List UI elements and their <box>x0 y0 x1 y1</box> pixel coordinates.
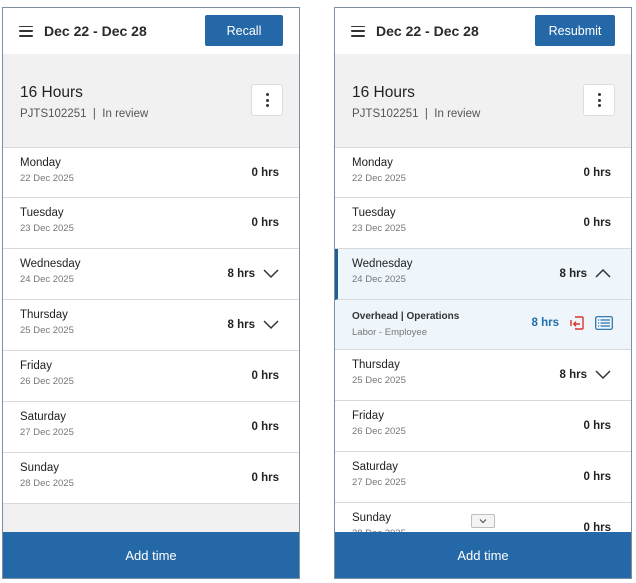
day-date: 22 Dec 2025 <box>20 173 74 184</box>
day-name: Friday <box>352 410 384 422</box>
day-date: 23 Dec 2025 <box>352 223 406 234</box>
day-list: Monday 22 Dec 2025 0 hrs Tuesday 23 Dec … <box>335 147 631 554</box>
day-name: Wednesday <box>20 258 81 270</box>
meta-separator: | <box>424 108 428 120</box>
day-row-tuesday[interactable]: Tuesday 23 Dec 2025 0 hrs <box>3 198 299 249</box>
add-time-button[interactable]: Add time <box>335 532 631 578</box>
day-row-monday[interactable]: Monday 22 Dec 2025 0 hrs <box>335 147 631 198</box>
more-vertical-icon[interactable] <box>583 84 615 116</box>
day-hours: 0 hrs <box>251 421 280 433</box>
day-date: 27 Dec 2025 <box>20 427 74 438</box>
day-row-tuesday[interactable]: Tuesday 23 Dec 2025 0 hrs <box>335 198 631 249</box>
total-hours: 16 Hours <box>20 84 83 101</box>
day-date: 24 Dec 2025 <box>20 274 74 285</box>
day-row-thursday[interactable]: Thursday 25 Dec 2025 8 hrs <box>335 350 631 401</box>
timesheet-meta: PJTS102251 | In review <box>20 108 299 120</box>
timesheet-screen-expanded: Dec 22 - Dec 28 Resubmit 16 Hours PJTS10… <box>334 7 632 579</box>
day-name: Saturday <box>20 411 67 423</box>
resubmit-button[interactable]: Resubmit <box>535 15 615 46</box>
chevron-up-icon[interactable] <box>595 267 611 279</box>
day-row-sunday[interactable]: Sunday 28 Dec 2025 0 hrs <box>3 453 299 504</box>
entry-task: Operations <box>406 311 460 322</box>
day-hours: 8 hrs <box>227 268 256 280</box>
day-row-wednesday[interactable]: Wednesday 24 Dec 2025 8 hrs <box>3 249 299 300</box>
day-hours: 0 hrs <box>583 522 612 534</box>
chevron-down-icon[interactable] <box>263 267 279 279</box>
day-row-saturday[interactable]: Saturday 27 Dec 2025 0 hrs <box>3 402 299 453</box>
total-hours: 16 Hours <box>352 84 415 101</box>
day-hours: 0 hrs <box>251 370 280 382</box>
day-list: Monday 22 Dec 2025 0 hrs Tuesday 23 Dec … <box>3 147 299 544</box>
scroll-down-button[interactable] <box>471 514 495 528</box>
entry-project-task: Overhead | Operations <box>352 311 631 322</box>
day-hours: 8 hrs <box>559 268 588 280</box>
day-hours: 0 hrs <box>583 471 612 483</box>
day-hours: 8 hrs <box>559 369 588 381</box>
week-range: Dec 22 - Dec 28 <box>44 23 147 39</box>
recall-button[interactable]: Recall <box>205 15 283 46</box>
timesheet-screen-collapsed: Dec 22 - Dec 28 Recall 16 Hours PJTS1022… <box>2 7 300 579</box>
timesheet-meta: PJTS102251 | In review <box>352 108 631 120</box>
day-date: 23 Dec 2025 <box>20 223 74 234</box>
add-time-button[interactable]: Add time <box>3 532 299 578</box>
day-date: 24 Dec 2025 <box>352 274 406 285</box>
day-date: 25 Dec 2025 <box>352 375 406 386</box>
hamburger-menu-icon[interactable] <box>351 25 365 37</box>
day-date: 26 Dec 2025 <box>352 426 406 437</box>
day-hours: 8 hrs <box>227 319 256 331</box>
day-name: Sunday <box>352 512 392 524</box>
status-text: In review <box>434 108 481 120</box>
day-date: 25 Dec 2025 <box>20 325 74 336</box>
chevron-down-icon[interactable] <box>595 368 611 380</box>
entry-hours: 8 hrs <box>531 317 560 329</box>
entry-separator: | <box>400 311 404 322</box>
day-hours: 0 hrs <box>251 472 280 484</box>
day-name: Wednesday <box>352 258 413 270</box>
entry-project: Overhead <box>352 311 399 322</box>
day-hours: 0 hrs <box>583 420 612 432</box>
day-name: Saturday <box>352 461 399 473</box>
day-row-friday[interactable]: Friday 26 Dec 2025 0 hrs <box>335 401 631 452</box>
day-hours: 0 hrs <box>583 217 612 229</box>
entry-type: Labor - Employee <box>352 327 427 338</box>
day-name: Thursday <box>352 359 400 371</box>
day-date: 27 Dec 2025 <box>352 477 406 488</box>
timesheet-summary: 16 Hours PJTS102251 | In review <box>335 54 631 147</box>
top-bar: Dec 22 - Dec 28 Resubmit <box>335 8 631 54</box>
day-date: 28 Dec 2025 <box>20 478 74 489</box>
chevron-down-icon[interactable] <box>263 318 279 330</box>
more-vertical-icon[interactable] <box>251 84 283 116</box>
day-name: Sunday <box>20 462 60 474</box>
status-text: In review <box>102 108 149 120</box>
day-name: Thursday <box>20 309 68 321</box>
day-date: 22 Dec 2025 <box>352 173 406 184</box>
chevron-down-icon <box>479 519 487 524</box>
timesheet-summary: 16 Hours PJTS102251 | In review <box>3 54 299 147</box>
day-hours: 0 hrs <box>251 217 280 229</box>
day-name: Monday <box>20 157 61 169</box>
day-date: 26 Dec 2025 <box>20 376 74 387</box>
day-hours: 0 hrs <box>583 167 612 179</box>
hamburger-menu-icon[interactable] <box>19 25 33 37</box>
day-row-friday[interactable]: Friday 26 Dec 2025 0 hrs <box>3 351 299 402</box>
day-name: Monday <box>352 157 393 169</box>
timesheet-id: PJTS102251 <box>352 108 419 120</box>
day-row-saturday[interactable]: Saturday 27 Dec 2025 0 hrs <box>335 452 631 503</box>
timesheet-id: PJTS102251 <box>20 108 87 120</box>
meta-separator: | <box>92 108 96 120</box>
day-row-thursday[interactable]: Thursday 25 Dec 2025 8 hrs <box>3 300 299 351</box>
day-name: Tuesday <box>20 207 64 219</box>
recall-entry-icon[interactable] <box>569 315 585 331</box>
day-row-monday[interactable]: Monday 22 Dec 2025 0 hrs <box>3 147 299 198</box>
top-bar: Dec 22 - Dec 28 Recall <box>3 8 299 54</box>
time-entry-row[interactable]: Overhead | Operations Labor - Employee 8… <box>335 300 631 350</box>
day-name: Tuesday <box>352 207 396 219</box>
notes-icon[interactable] <box>595 316 613 330</box>
day-hours: 0 hrs <box>251 167 280 179</box>
week-range: Dec 22 - Dec 28 <box>376 23 479 39</box>
day-row-wednesday[interactable]: Wednesday 24 Dec 2025 8 hrs <box>335 249 631 300</box>
day-name: Friday <box>20 360 52 372</box>
